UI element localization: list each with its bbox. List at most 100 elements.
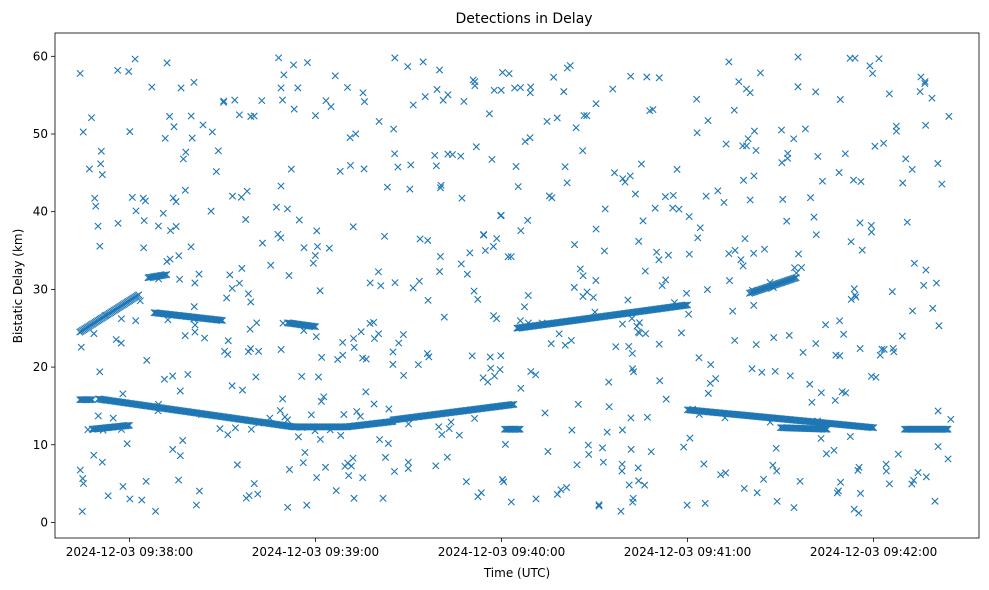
data-point <box>510 400 518 408</box>
data-point <box>493 234 501 243</box>
data-point <box>440 313 448 321</box>
data-point <box>779 278 787 286</box>
data-point <box>751 287 759 296</box>
data-point <box>769 461 777 469</box>
data-point <box>794 53 802 61</box>
data-point <box>516 83 525 92</box>
data-point <box>782 277 790 285</box>
data-point <box>320 393 328 401</box>
data-point <box>943 425 951 433</box>
data-point <box>166 226 175 235</box>
data-point <box>908 307 917 315</box>
data-point <box>783 277 791 285</box>
data-point <box>471 78 479 86</box>
data-point <box>98 458 106 466</box>
data-point <box>704 389 712 397</box>
data-point <box>79 128 87 136</box>
data-point <box>92 202 100 210</box>
data-point <box>436 252 444 261</box>
data-point <box>497 86 505 94</box>
data-point <box>191 321 199 329</box>
data-point <box>527 367 535 376</box>
data-point <box>389 348 397 356</box>
data-point <box>563 64 571 72</box>
data-point <box>850 505 858 513</box>
data-point <box>276 406 284 415</box>
data-point <box>87 114 96 122</box>
data-point <box>99 426 107 434</box>
data-point <box>850 285 858 293</box>
data-point <box>114 219 122 227</box>
data-point <box>583 112 591 120</box>
data-point <box>655 340 663 348</box>
x-tick-label: 2024-12-03 09:38:00 <box>66 545 193 559</box>
data-point <box>258 96 266 105</box>
data-point <box>448 150 457 159</box>
data-point <box>631 190 640 198</box>
data-point <box>857 177 865 186</box>
data-point <box>489 242 497 251</box>
data-point <box>722 469 730 477</box>
data-point <box>163 59 171 67</box>
data-point <box>635 477 643 485</box>
data-point <box>191 279 199 287</box>
data-point <box>490 372 499 380</box>
data-point <box>277 84 285 92</box>
data-point <box>550 73 558 81</box>
data-point <box>563 179 571 187</box>
data-point <box>520 303 529 311</box>
data-point <box>928 94 936 102</box>
data-point <box>866 62 874 70</box>
data-point <box>524 216 532 224</box>
data-point <box>610 169 619 177</box>
data-point <box>287 165 295 173</box>
data-point <box>228 382 236 390</box>
data-point <box>114 66 122 74</box>
data-point <box>123 422 131 430</box>
data-point <box>772 444 780 452</box>
data-point <box>814 152 822 161</box>
data-point <box>272 203 281 211</box>
data-point <box>820 425 829 433</box>
data-point <box>524 291 532 300</box>
data-point <box>218 316 227 325</box>
data-point <box>246 325 254 333</box>
data-point <box>277 182 285 190</box>
data-point <box>695 354 703 362</box>
data-point <box>488 155 496 164</box>
data-point <box>560 88 568 96</box>
data-point <box>390 125 398 133</box>
data-point <box>470 287 478 295</box>
data-point <box>174 476 183 484</box>
data-point <box>362 388 370 396</box>
data-point <box>339 338 347 347</box>
data-point <box>821 321 830 329</box>
data-point <box>458 194 466 202</box>
data-point <box>481 246 489 255</box>
data-point <box>561 163 569 171</box>
data-point <box>527 83 535 91</box>
data-point <box>195 270 203 278</box>
data-point <box>721 414 729 422</box>
data-point <box>303 501 311 509</box>
data-point <box>694 234 702 242</box>
data-point <box>773 467 781 475</box>
data-point <box>836 95 844 104</box>
data-point <box>244 348 253 356</box>
data-point <box>337 431 345 440</box>
data-point <box>119 390 127 398</box>
data-point <box>628 349 636 358</box>
data-point <box>557 486 565 494</box>
data-point <box>161 271 169 279</box>
data-point <box>385 405 393 413</box>
data-point <box>295 216 303 224</box>
data-point <box>695 410 703 418</box>
data-point <box>366 319 374 328</box>
data-point <box>633 322 641 330</box>
data-point <box>731 336 739 345</box>
data-point <box>882 460 890 468</box>
data-point <box>349 223 357 231</box>
data-point <box>752 146 760 155</box>
data-point <box>851 291 859 299</box>
data-point <box>888 288 896 296</box>
